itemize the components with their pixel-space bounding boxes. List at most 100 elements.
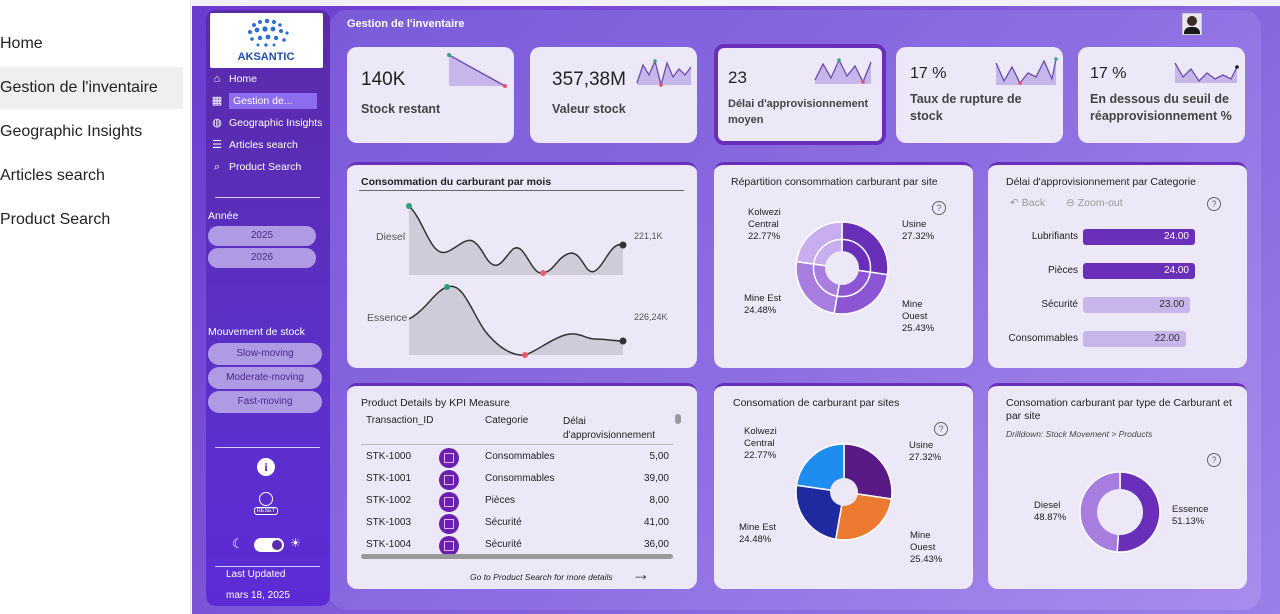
outer-nav-item[interactable]: Gestion de l'inventaire (0, 67, 183, 109)
kpi-sparkline (1174, 62, 1239, 83)
site-pie-donut (795, 443, 893, 541)
cell-categorie: Consommables (485, 451, 555, 462)
label-mine-est: Mine Est 24.48% (744, 293, 781, 316)
back-button[interactable]: ↶ Back (1010, 197, 1046, 209)
diesel-last-point (619, 241, 627, 249)
side-nav-gestion[interactable]: ▦ Gestion de... (210, 93, 317, 109)
svg-text:AKSANTIC: AKSANTIC (238, 51, 295, 63)
category-bar[interactable]: 22.00 (1083, 331, 1186, 347)
page-title: Gestion de l'inventaire (347, 18, 465, 30)
fuel-type-donut (1079, 471, 1161, 553)
slow-moving-button[interactable]: Slow-moving (208, 343, 322, 365)
essence-last-point (619, 337, 627, 345)
logo-globe-icon: AKSANTIC (238, 18, 295, 63)
cell-delai: 36,00 (643, 539, 669, 550)
side-nav-home[interactable]: ⌂ Home (210, 71, 257, 87)
bar-category-label: Lubrifiants (1031, 231, 1078, 242)
kpi-taux-rupture[interactable]: 17 % Taux de rupture de stock (896, 47, 1063, 143)
product-search-link[interactable]: Go to Product Search for more details (470, 572, 613, 582)
essence-min-point (522, 352, 528, 358)
table-row[interactable]: STK-1000 Consommables 5,00 (347, 448, 677, 468)
cell-id: STK-1001 (366, 473, 412, 484)
kpi-sparkline (447, 53, 507, 88)
category-bar[interactable]: 23.00 (1083, 297, 1191, 313)
cell-delai: 39,00 (643, 473, 669, 484)
cell-id: STK-1004 (366, 539, 412, 550)
series-diesel-label: Diesel (376, 231, 406, 243)
stock-movement-label: Mouvement de stock (208, 326, 305, 338)
table-row[interactable]: STK-1002 Pièces 8,00 (347, 492, 677, 512)
moon-icon: ☾ (232, 536, 244, 551)
list-icon: ☰ (212, 139, 222, 151)
product-icon (439, 536, 459, 556)
col-delai[interactable]: Délai d'approvisionnement (563, 416, 655, 441)
year-2025-button[interactable]: 2025 (208, 226, 316, 246)
diesel-line (408, 205, 624, 274)
label-kolwezi: Kolwezi Central 22.77% (744, 426, 777, 461)
category-bar[interactable]: 24.00 (1083, 263, 1195, 279)
site-pie-card: Consomation de carburant par sites ? Kol… (714, 383, 973, 589)
kpi-stock-restant[interactable]: 140K Stock restant (347, 47, 514, 143)
moderate-moving-button[interactable]: Moderate-moving (208, 367, 322, 389)
fuel-monthly-title: Consommation du carburant par mois (361, 176, 552, 188)
reset-button[interactable]: RESET (254, 492, 278, 518)
nav-divider (190, 0, 191, 614)
col-categorie[interactable]: Categorie (485, 415, 529, 426)
category-bar[interactable]: 24.00 (1083, 229, 1195, 245)
kpi-seuil-reappro[interactable]: 17 % En dessous du seuil de réapprovisio… (1078, 47, 1245, 143)
kpi-sparkline (995, 57, 1058, 85)
label-kolwezi: Kolwezi Central 22.77% (748, 207, 781, 242)
product-icon (439, 448, 459, 468)
cell-categorie: Pièces (485, 495, 516, 506)
table-scrollbar[interactable] (675, 414, 681, 424)
cell-id: STK-1003 (366, 517, 412, 528)
product-details-card: Product Details by KPI Measure Transacti… (347, 383, 697, 589)
side-nav-product-search[interactable]: ⌕ Product Search (210, 159, 301, 175)
table-row[interactable]: STK-1004 Sécurité 36,00 (347, 536, 677, 556)
arrow-right-icon[interactable]: → (632, 564, 650, 584)
table-row[interactable]: STK-1003 Sécurité 41,00 (347, 514, 677, 534)
info-icon[interactable]: i (257, 458, 275, 476)
last-updated-value: mars 18, 2025 (226, 590, 290, 601)
sidebar: AKSANTIC ⌂ Home ▦ Gestion de... ◍ Geographi… (206, 10, 330, 606)
label-mine-ouest: Mine Ouest 25.43% (902, 299, 935, 334)
side-nav-articles[interactable]: ☰ Articles search (210, 137, 298, 153)
avatar[interactable] (1182, 13, 1202, 35)
diesel-end-label: 221,1K (634, 231, 663, 241)
kpi-valeur-stock[interactable]: 357,38M Valeur stock (530, 47, 697, 143)
fast-moving-button[interactable]: Fast-moving (208, 391, 322, 413)
kpi-delai-moyen[interactable]: 23 Délai d'approvisionnement moyen (714, 44, 886, 145)
help-icon[interactable]: ? (1207, 453, 1221, 467)
help-icon[interactable]: ? (934, 422, 948, 436)
category-lead-title: Délai d'approvisionnement par Categorie (1006, 176, 1196, 188)
help-icon[interactable]: ? (1207, 197, 1221, 211)
last-updated-label: Last Updated (226, 569, 286, 580)
report-canvas: Gestion de l'inventaire AKSANTIC ⌂ Home ▦… (192, 0, 1280, 614)
outer-nav-item[interactable]: Home (0, 35, 43, 52)
side-separator-3 (215, 566, 320, 567)
diesel-max-point (406, 203, 412, 209)
cell-categorie: Consommables (485, 473, 555, 484)
table-row[interactable]: STK-1001 Consommables 39,00 (347, 470, 677, 490)
side-nav-geographic[interactable]: ◍ Geographic Insights (210, 115, 322, 131)
kpi-sparkline (814, 58, 872, 84)
zoom-out-icon: ⊖ (1066, 197, 1075, 209)
slice-kolwezi-central[interactable] (795, 443, 845, 493)
cell-id: STK-1002 (366, 495, 412, 506)
product-icon (439, 514, 459, 534)
theme-toggle[interactable] (254, 538, 284, 552)
bar-category-label: Sécurité (1041, 299, 1078, 310)
outer-nav-item[interactable]: Geographic Insights (0, 123, 143, 140)
help-icon[interactable]: ? (932, 201, 946, 215)
table-h-scrollbar[interactable] (361, 554, 673, 559)
cell-delai: 8,00 (649, 495, 669, 506)
site-split-donut (795, 221, 889, 315)
zoom-out-button[interactable]: ⊖ Zoom-out (1066, 197, 1123, 209)
cell-categorie: Sécurité (485, 539, 522, 550)
bar-category-label: Consommables (1008, 333, 1078, 344)
fuel-type-card: Consomation carburant par type de Carbur… (988, 383, 1247, 589)
year-2026-button[interactable]: 2026 (208, 248, 316, 268)
col-transaction-id[interactable]: Transaction_ID (366, 415, 434, 426)
outer-nav-item[interactable]: Articles search (0, 167, 105, 184)
outer-nav-item[interactable]: Product Search (0, 211, 111, 228)
